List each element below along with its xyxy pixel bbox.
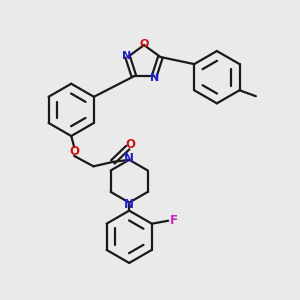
Text: O: O [69, 145, 79, 158]
Text: O: O [126, 138, 136, 151]
Text: N: N [124, 198, 134, 211]
Text: O: O [140, 39, 149, 49]
Text: F: F [169, 214, 178, 227]
Text: N: N [122, 51, 131, 62]
Text: N: N [151, 73, 160, 83]
Text: N: N [124, 152, 134, 165]
